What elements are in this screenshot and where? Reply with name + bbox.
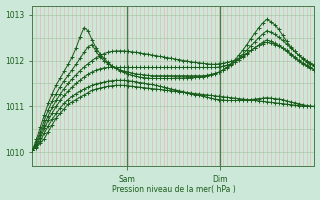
X-axis label: Pression niveau de la mer( hPa ): Pression niveau de la mer( hPa ) <box>112 185 235 194</box>
